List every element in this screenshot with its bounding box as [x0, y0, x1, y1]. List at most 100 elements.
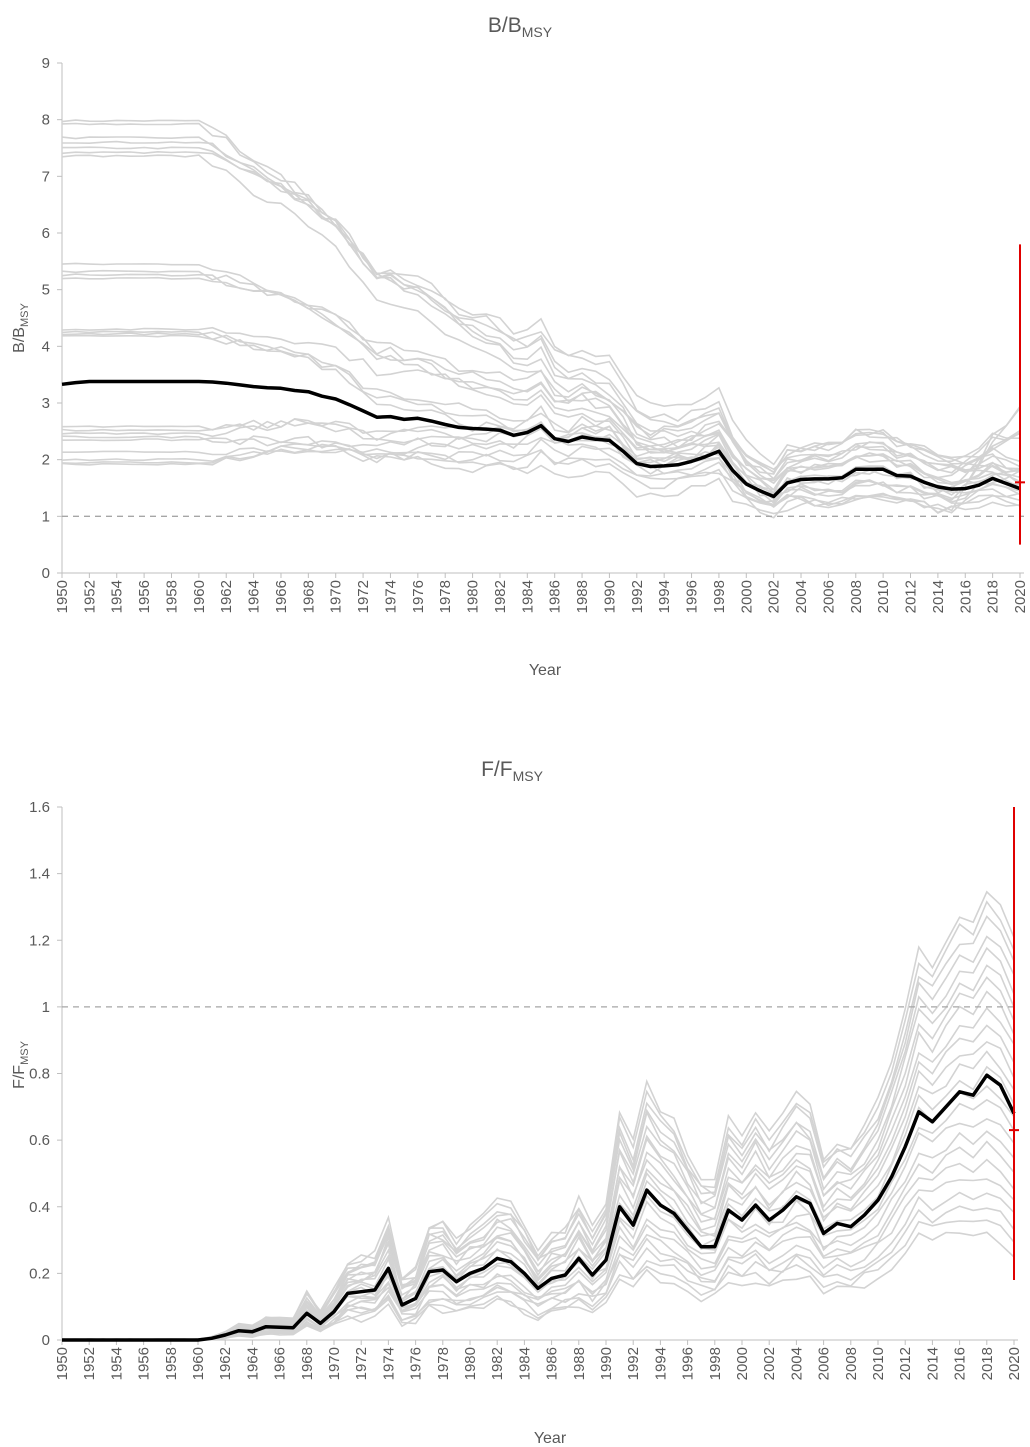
bbmsy-x-tick-label: 1984 [519, 580, 536, 613]
bbmsy-x-tick-label: 2016 [957, 580, 974, 613]
bbmsy-x-tick-label: 1980 [465, 580, 482, 613]
ffmsy-x-tick-label: 1982 [489, 1347, 506, 1380]
bbmsy-x-tick-label: 2018 [985, 580, 1002, 613]
bbmsy-y-axis-title: B/BMSY [11, 303, 31, 353]
ffmsy-x-tick-label: 2014 [924, 1347, 941, 1380]
bbmsy-x-tick-label: 1992 [629, 580, 646, 613]
bbmsy-x-tick-label: 2002 [766, 580, 783, 613]
bbmsy-ensemble-line [61, 420, 1021, 486]
bbmsy-y-tick-label: 4 [42, 338, 50, 355]
ffmsy-x-tick-label: 1960 [190, 1347, 207, 1380]
bbmsy-x-tick-label: 1958 [163, 580, 180, 613]
ffmsy-x-tick-label: 1970 [326, 1347, 343, 1380]
bbmsy-x-tick-label: 1994 [656, 580, 673, 613]
bbmsy-x-axis-title: Year [529, 662, 562, 679]
ffmsy-x-tick-label: 2008 [843, 1347, 860, 1380]
ffmsy-ensemble-line [61, 1006, 1015, 1341]
bbmsy-median-line [61, 379, 1021, 499]
ffmsy-x-tick-label: 1984 [516, 1347, 533, 1380]
bbmsy-x-tick-label: 2006 [820, 580, 837, 613]
bbmsy-y-tick-label: 9 [42, 55, 50, 72]
bbmsy-x-tick-label: 1954 [109, 580, 126, 613]
bbmsy-ensemble-line [61, 432, 1021, 489]
ffmsy-x-tick-label: 1994 [652, 1347, 669, 1380]
bbmsy-ensemble-line [61, 276, 1021, 480]
ffmsy-x-tick-label: 1950 [54, 1347, 71, 1380]
bbmsy-x-tick-label: 1960 [191, 580, 208, 613]
ffmsy-y-tick-label: 0.2 [29, 1265, 50, 1282]
bbmsy-y-tick-label: 2 [42, 452, 50, 469]
ffmsy-x-tick-label: 2010 [870, 1347, 887, 1380]
bbmsy-ensemble-line [61, 262, 1021, 506]
bbmsy-x-tick-label: 1978 [437, 580, 454, 613]
ffmsy-x-tick-label: 2020 [1006, 1347, 1023, 1380]
ffmsy-x-tick-label: 1974 [380, 1347, 397, 1380]
ffmsy-y-tick-label: 1.2 [29, 932, 50, 949]
bbmsy-x-tick-label: 2008 [848, 580, 865, 613]
ffmsy-x-tick-label: 1952 [81, 1347, 98, 1380]
ffmsy-x-tick-label: 2012 [897, 1347, 914, 1380]
ffmsy-chart: F/FMSY F/FMSY Year 0 0.2 0.4 0.6 0.8 1 1.2 1.4 1… [11, 758, 1023, 1447]
bbmsy-ensemble-line [61, 331, 1021, 504]
ffmsy-x-tick-label: 1992 [625, 1347, 642, 1380]
bbmsy-x-tick-label: 1966 [273, 580, 290, 613]
bbmsy-ensemble-line [61, 435, 1021, 515]
bbmsy-x-tick-label: 1976 [410, 580, 427, 613]
ffmsy-x-tick-label: 1990 [598, 1347, 615, 1380]
ffmsy-x-tick-label: 2004 [788, 1347, 805, 1380]
bbmsy-ensemble-line [61, 419, 1021, 491]
bbmsy-y-tick-label: 1 [42, 508, 50, 525]
bbmsy-x-tick-label: 1998 [711, 580, 728, 613]
bbmsy-y-tick-label: 7 [42, 168, 50, 185]
bbmsy-x-tick-label: 1986 [547, 580, 564, 613]
ffmsy-x-tick-label: 1964 [244, 1347, 261, 1380]
bbmsy-x-tick-label: 1970 [328, 580, 345, 613]
bbmsy-x-tick-label: 1996 [684, 580, 701, 613]
bbmsy-x-tick-label: 2010 [875, 580, 892, 613]
bbmsy-x-tick-label: 1962 [218, 580, 235, 613]
bbmsy-x-tick-label: 1968 [300, 580, 317, 613]
bbmsy-ensemble-line [61, 150, 1021, 466]
bbmsy-x-tick-label: 1956 [136, 580, 153, 613]
bbmsy-ensemble-line [61, 122, 1021, 502]
bbmsy-y-tick-label: 6 [42, 225, 50, 242]
ffmsy-y-axis-title: F/FMSY [11, 1040, 31, 1089]
ffmsy-x-axis-title: Year [534, 1430, 567, 1447]
ffmsy-x-tick-label: 1956 [136, 1347, 153, 1380]
ffmsy-x-tick-label: 2000 [734, 1347, 751, 1380]
ffmsy-x-tick-label: 1954 [108, 1347, 125, 1380]
ffmsy-y-tick-label: 0.4 [29, 1199, 50, 1216]
ffmsy-y-tick-label: 0.8 [29, 1066, 50, 1083]
bbmsy-x-tick-label: 1990 [601, 580, 618, 613]
bbmsy-y-tick-label: 8 [42, 112, 50, 129]
bbmsy-x-tick-label: 1988 [574, 580, 591, 613]
bbmsy-ensemble-line [61, 326, 1021, 474]
bbmsy-ensemble-line [61, 435, 1021, 507]
ffmsy-x-tick-label: 1998 [707, 1347, 724, 1380]
ffmsy-x-tick-label: 1958 [163, 1347, 180, 1380]
ffmsy-x-tick-label: 1972 [353, 1347, 370, 1380]
bbmsy-y-tick-label: 0 [42, 565, 50, 582]
bbmsy-ensemble-line [61, 334, 1021, 496]
ffmsy-y-tick-label: 1.6 [29, 799, 50, 816]
bbmsy-y-tick-label: 3 [42, 395, 50, 412]
ffmsy-x-tick-label: 1962 [217, 1347, 234, 1380]
ffmsy-x-tick-label: 1966 [272, 1347, 289, 1380]
ffmsy-y-tick-label: 0 [42, 1332, 50, 1349]
ffmsy-ensemble-line [61, 1085, 1015, 1341]
bbmsy-x-tick-label: 1950 [54, 580, 71, 613]
bbmsy-x-tick-label: 1972 [355, 580, 372, 613]
ffmsy-ensemble-line [62, 890, 1015, 1341]
ffmsy-x-tick-label: 1976 [408, 1347, 425, 1380]
ffmsy-x-tick-label: 2016 [952, 1347, 969, 1380]
ffmsy-y-tick-label: 1 [42, 999, 50, 1016]
ffmsy-x-tick-label: 1986 [544, 1347, 561, 1380]
ffmsy-x-tick-label: 1996 [680, 1347, 697, 1380]
bbmsy-chart: B/BMSY B/BMSY Year 0 1 2 3 4 5 6 7 8 9 1950 1952 195… [11, 14, 1029, 679]
bbmsy-x-tick-label: 2020 [1012, 580, 1029, 613]
bbmsy-x-tick-label: 2004 [793, 580, 810, 613]
ffmsy-x-tick-label: 1978 [435, 1347, 452, 1380]
bbmsy-x-tick-label: 2000 [738, 580, 755, 613]
bbmsy-x-tick-label: 1974 [382, 580, 399, 613]
ffmsy-y-tick-label: 0.6 [29, 1132, 50, 1149]
